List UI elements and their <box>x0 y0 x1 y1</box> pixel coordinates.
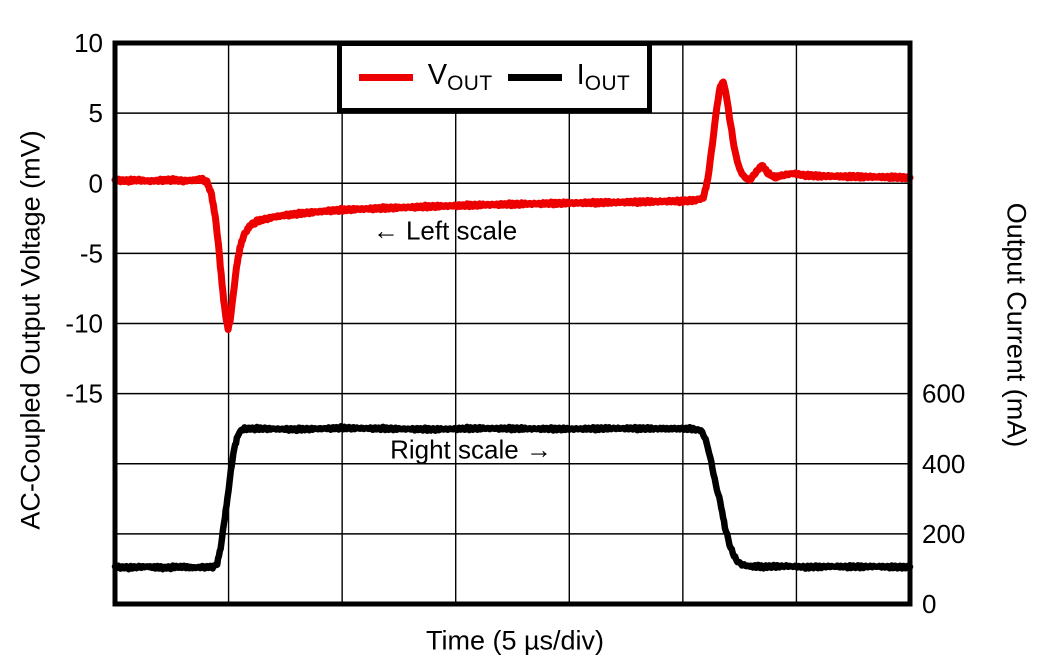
left-tick-label: 5 <box>89 98 103 128</box>
vout-trace <box>111 78 914 333</box>
left-tick-label: -5 <box>80 238 103 268</box>
right-tick-label: 400 <box>922 449 965 479</box>
vout-legend-label: VOUT <box>427 58 493 95</box>
right-axis-title: Output Current (mA) <box>1001 202 1032 448</box>
annotation-left-scale: ← Left scale <box>372 215 518 246</box>
left-axis-title: AC-Coupled Output Voltage (mV) <box>15 130 46 530</box>
annotation-right-scale: Right scale → <box>390 434 552 465</box>
left-tick-label: -15 <box>65 379 103 409</box>
iout-trace <box>111 423 914 573</box>
iout-legend-label: IOUT <box>576 58 631 95</box>
vout-legend-swatch <box>358 73 413 81</box>
left-tick-label: 0 <box>89 168 103 198</box>
right-tick-label: 200 <box>922 519 965 549</box>
right-tick-label: 600 <box>922 379 965 409</box>
legend: VOUT IOUT <box>337 41 652 113</box>
iout-legend-swatch <box>507 73 562 81</box>
right-tick-label: 0 <box>922 589 936 619</box>
x-axis-title: Time (5 µs/div) <box>425 625 605 656</box>
left-tick-label: -10 <box>65 309 103 339</box>
left-tick-label: 10 <box>74 28 103 58</box>
